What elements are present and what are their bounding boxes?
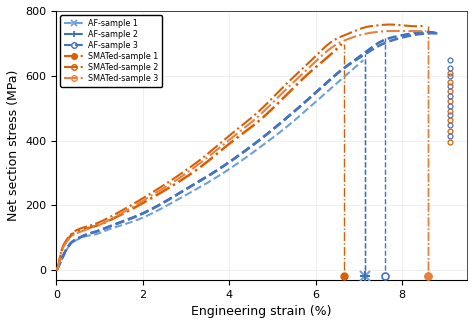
Legend: AF-sample 1, AF-sample 2, AF-sample 3, SMATed-sample 1, SMATed-sample 2, SMATed-: AF-sample 1, AF-sample 2, AF-sample 3, S…: [60, 15, 162, 87]
X-axis label: Engineering strain (%): Engineering strain (%): [191, 305, 332, 318]
Y-axis label: Net section stress (MPa): Net section stress (MPa): [7, 70, 20, 221]
